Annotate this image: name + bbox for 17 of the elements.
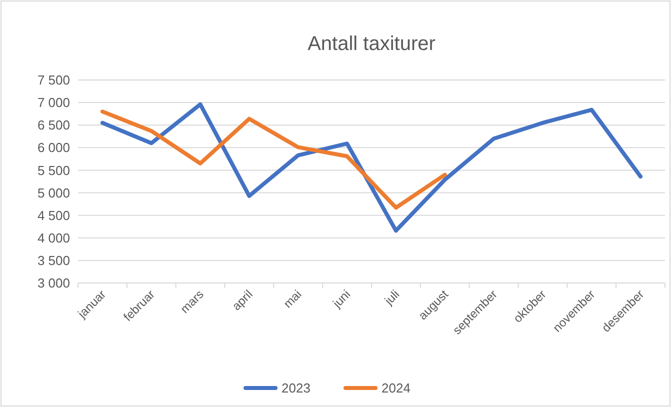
y-tick-label: 3 500 bbox=[37, 252, 70, 268]
y-tick-label: 7 000 bbox=[37, 95, 70, 110]
legend-label: 2023 bbox=[282, 380, 310, 396]
x-tick-label: mai bbox=[280, 287, 304, 311]
y-tick-label: 6 500 bbox=[37, 118, 70, 133]
y-tick-label: 4 000 bbox=[37, 230, 70, 246]
y-tick-label: 7 500 bbox=[37, 72, 70, 88]
y-tick-label: 6 000 bbox=[37, 140, 70, 156]
line-series bbox=[100, 110, 447, 210]
y-tick-label: 5 500 bbox=[37, 162, 70, 178]
x-tick-label: juli bbox=[381, 287, 402, 308]
y-tick-label: 3 000 bbox=[37, 276, 70, 291]
y-tick-label: 4 500 bbox=[37, 208, 70, 223]
chart-title: Antall taxiturer bbox=[308, 33, 436, 55]
line-series bbox=[100, 102, 643, 233]
y-tick-label: 5 000 bbox=[37, 185, 70, 200]
legend-label: 2024 bbox=[382, 380, 410, 396]
